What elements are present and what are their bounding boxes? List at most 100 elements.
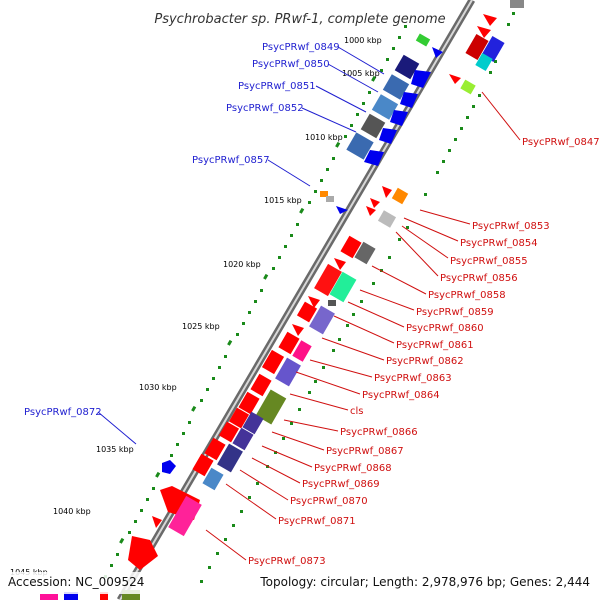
map-title: Psychrobacter sp. PRwf-1, complete genom… — [154, 12, 445, 27]
gene-label-0872[interactable]: PsycPRwf_0872 — [24, 407, 102, 418]
gene-label-0852[interactable]: PsycPRwf_0852 — [226, 103, 304, 114]
gene-label-0853[interactable]: PsycPRwf_0853 — [472, 221, 550, 232]
gene-label-0854[interactable]: PsycPRwf_0854 — [460, 238, 538, 249]
kbp-label-1000: 1000 kbp — [344, 36, 382, 45]
leader-line — [359, 289, 415, 311]
gene-label-0858[interactable]: PsycPRwf_0858 — [428, 290, 506, 301]
gene-label-0855[interactable]: PsycPRwf_0855 — [450, 256, 528, 267]
leader-line — [261, 445, 313, 468]
gene-label-0863[interactable]: PsycPRwf_0863 — [374, 373, 452, 384]
leader-line — [301, 107, 357, 133]
leader-line — [327, 63, 379, 93]
gene-block — [275, 357, 301, 387]
gene-block — [382, 74, 410, 100]
kbp-label-1030: 1030 kbp — [139, 383, 177, 392]
leader-line — [347, 301, 405, 328]
gene-label-0851[interactable]: PsycPRwf_0851 — [238, 81, 316, 92]
gene-block — [465, 33, 489, 61]
gene-label-0866[interactable]: PsycPRwf_0866 — [340, 427, 418, 438]
leader-line — [271, 431, 325, 451]
gene-label-0849[interactable]: PsycPRwf_0849 — [262, 42, 340, 53]
gene-label-0847[interactable]: PsycPRwf_0847 — [522, 137, 600, 148]
accession-text: Accession: NC_009524 — [8, 575, 144, 589]
leader-line — [283, 419, 339, 432]
kbp-label-1020: 1020 kbp — [223, 260, 261, 269]
gene-label-cls[interactable]: cls — [350, 406, 364, 417]
kbp-label-1005: 1005 kbp — [342, 69, 380, 78]
gene-block — [371, 94, 399, 120]
gene-block — [192, 453, 214, 477]
kbp-labels: 1000 kbp 1005 kbp 1010 kbp 1015 kbp 1020… — [10, 36, 382, 577]
gene-arrow — [483, 14, 497, 26]
reverse-strand-genes — [162, 33, 443, 474]
forward-strand-genes — [40, 0, 524, 600]
gene-block — [296, 301, 318, 323]
gene-label-0870[interactable]: PsycPRwf_0870 — [290, 496, 368, 507]
gene-block — [320, 191, 328, 197]
gene-arrow — [364, 150, 384, 166]
gene-label-0861[interactable]: PsycPRwf_0861 — [396, 340, 474, 351]
leader-line — [295, 371, 361, 395]
leader-line — [371, 265, 427, 295]
gene-arrow — [308, 296, 320, 308]
gene-arrow — [152, 516, 162, 528]
gene-arrow — [366, 206, 376, 216]
gene-block — [510, 0, 524, 8]
gene-arrow — [390, 110, 408, 126]
leader-line — [267, 159, 311, 187]
gene-label-0850[interactable]: PsycPRwf_0850 — [252, 59, 330, 70]
gene-label-0856[interactable]: PsycPRwf_0856 — [440, 273, 518, 284]
gene-block — [168, 495, 202, 537]
gene-block — [232, 427, 254, 451]
topology-text: Topology: circular; Length: 2,978,976 bp… — [259, 575, 590, 589]
gene-block — [40, 594, 58, 600]
outer-ruler — [200, 12, 515, 583]
gene-block — [354, 241, 376, 265]
leader-line — [337, 46, 385, 75]
gene-block — [346, 132, 374, 160]
gene-block — [326, 196, 334, 202]
gene-block — [328, 300, 336, 306]
gene-arrow — [292, 324, 304, 336]
leader-line — [403, 217, 459, 242]
gene-label-0871[interactable]: PsycPRwf_0871 — [278, 516, 356, 527]
gene-arrow — [432, 47, 443, 58]
gene-block — [391, 187, 409, 205]
gene-label-0873[interactable]: PsycPRwf_0873 — [248, 556, 326, 567]
gene-block — [309, 305, 335, 335]
leader-line — [289, 393, 349, 411]
gene-label-0864[interactable]: PsycPRwf_0864 — [362, 390, 440, 401]
gene-arrow — [382, 186, 392, 198]
gene-block — [481, 35, 505, 63]
leader-lines-right — [205, 91, 521, 561]
gene-block — [218, 421, 240, 443]
gene-label-0860[interactable]: PsycPRwf_0860 — [406, 323, 484, 334]
gene-block — [202, 467, 224, 491]
gene-block — [100, 592, 108, 600]
gene-block — [360, 113, 386, 139]
footer-topology-bg — [256, 572, 600, 594]
leader-line — [225, 483, 277, 520]
gene-block — [238, 391, 260, 415]
gene-label-0857[interactable]: PsycPRwf_0857 — [192, 155, 270, 166]
gene-arrow — [400, 92, 418, 108]
gene-label-0867[interactable]: PsycPRwf_0867 — [326, 446, 404, 457]
gene-arrow — [370, 198, 380, 208]
kbp-label-1010: 1010 kbp — [305, 133, 343, 142]
leader-line — [333, 315, 395, 344]
gene-label-0868[interactable]: PsycPRwf_0868 — [314, 463, 392, 474]
leader-line — [419, 209, 471, 225]
gene-label-0859[interactable]: PsycPRwf_0859 — [416, 307, 494, 318]
gene-block — [122, 590, 140, 600]
gene-label-0869[interactable]: PsycPRwf_0869 — [302, 479, 380, 490]
leader-line — [481, 91, 521, 141]
leader-line — [309, 359, 373, 378]
gene-labels-left: PsycPRwf_0849 PsycPRwf_0850 PsycPRwf_085… — [24, 42, 340, 418]
gene-block — [250, 373, 272, 397]
footer: Accession: NC_009524 Topology: circular;… — [0, 572, 600, 594]
inner-major-ticks — [119, 75, 377, 544]
gene-block — [64, 592, 78, 600]
gene-block — [204, 437, 226, 461]
gene-label-0862[interactable]: PsycPRwf_0862 — [386, 356, 464, 367]
